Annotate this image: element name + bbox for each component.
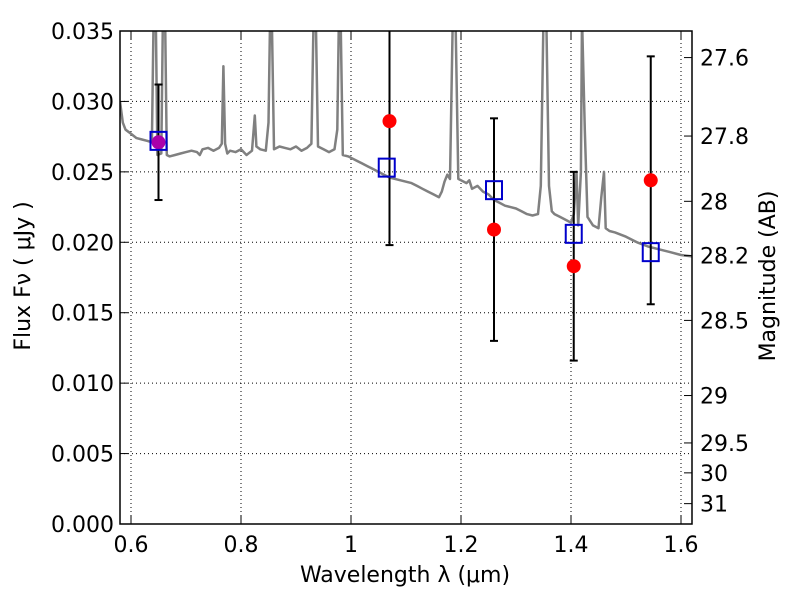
observed-flux-point xyxy=(382,114,397,129)
y2-tick-label: 31 xyxy=(700,493,728,518)
x-tick-label: 0.6 xyxy=(114,533,149,558)
observed-flux-point xyxy=(566,259,581,274)
x-tick-label: 1.2 xyxy=(444,533,479,558)
observed-flux-point xyxy=(151,135,166,150)
x-tick-label: 1.6 xyxy=(664,533,699,558)
y-tick-label: 0.025 xyxy=(51,161,114,186)
y-tick-label: 0.035 xyxy=(51,20,114,45)
y2-axis-label: Magnitude (AB) xyxy=(756,191,781,362)
y2-tick-label: 27.6 xyxy=(700,47,749,72)
y-axis-ticks: 0.000 0.005 0.010 0.015 0.020 0.025 0.030 0.035 xyxy=(51,20,128,538)
y2-tick-label: 27.8 xyxy=(700,125,749,150)
y2-tick-label: 28 xyxy=(700,190,728,215)
model-photometry-marker xyxy=(564,223,583,244)
y-tick-label: 0.020 xyxy=(51,231,114,256)
y-axis-label: Flux Fν ( μJy ) xyxy=(11,201,36,350)
x-tick-label: 1 xyxy=(344,533,358,558)
y2-tick-label: 29 xyxy=(700,385,728,410)
gridlines xyxy=(120,30,692,525)
observed-flux-point xyxy=(643,173,658,188)
y2-axis-ticks: 27.6 27.8 28 28.2 28.5 29 29.5 30 31 xyxy=(684,47,749,518)
y2-tick-label: 30 xyxy=(700,462,728,487)
x-tick-label: 0.8 xyxy=(224,533,259,558)
y-tick-label: 0.000 xyxy=(51,513,114,538)
observed-flux-point xyxy=(487,222,501,237)
y-tick-label: 0.010 xyxy=(51,372,114,397)
y-tick-label: 0.005 xyxy=(51,443,114,468)
y2-tick-label: 29.5 xyxy=(700,432,749,457)
y2-tick-label: 28.5 xyxy=(700,309,749,334)
model-photometry-marker xyxy=(377,157,396,178)
plot-area xyxy=(120,31,692,362)
y2-tick-label: 28.2 xyxy=(700,245,749,270)
plot-frame xyxy=(119,30,693,525)
x-axis-ticks: 0.6 0.8 1 1.2 1.4 1.6 xyxy=(114,31,699,558)
x-axis-label: Wavelength λ (μm) xyxy=(300,563,510,588)
model-photometry-marker xyxy=(485,180,503,201)
model-photometry-marker xyxy=(641,242,660,263)
y-tick-label: 0.015 xyxy=(51,302,114,327)
model-photometry-marker xyxy=(149,130,168,151)
model-spectrum-line xyxy=(120,31,692,258)
y-tick-label: 0.030 xyxy=(51,90,114,115)
x-tick-label: 1.4 xyxy=(554,533,589,558)
